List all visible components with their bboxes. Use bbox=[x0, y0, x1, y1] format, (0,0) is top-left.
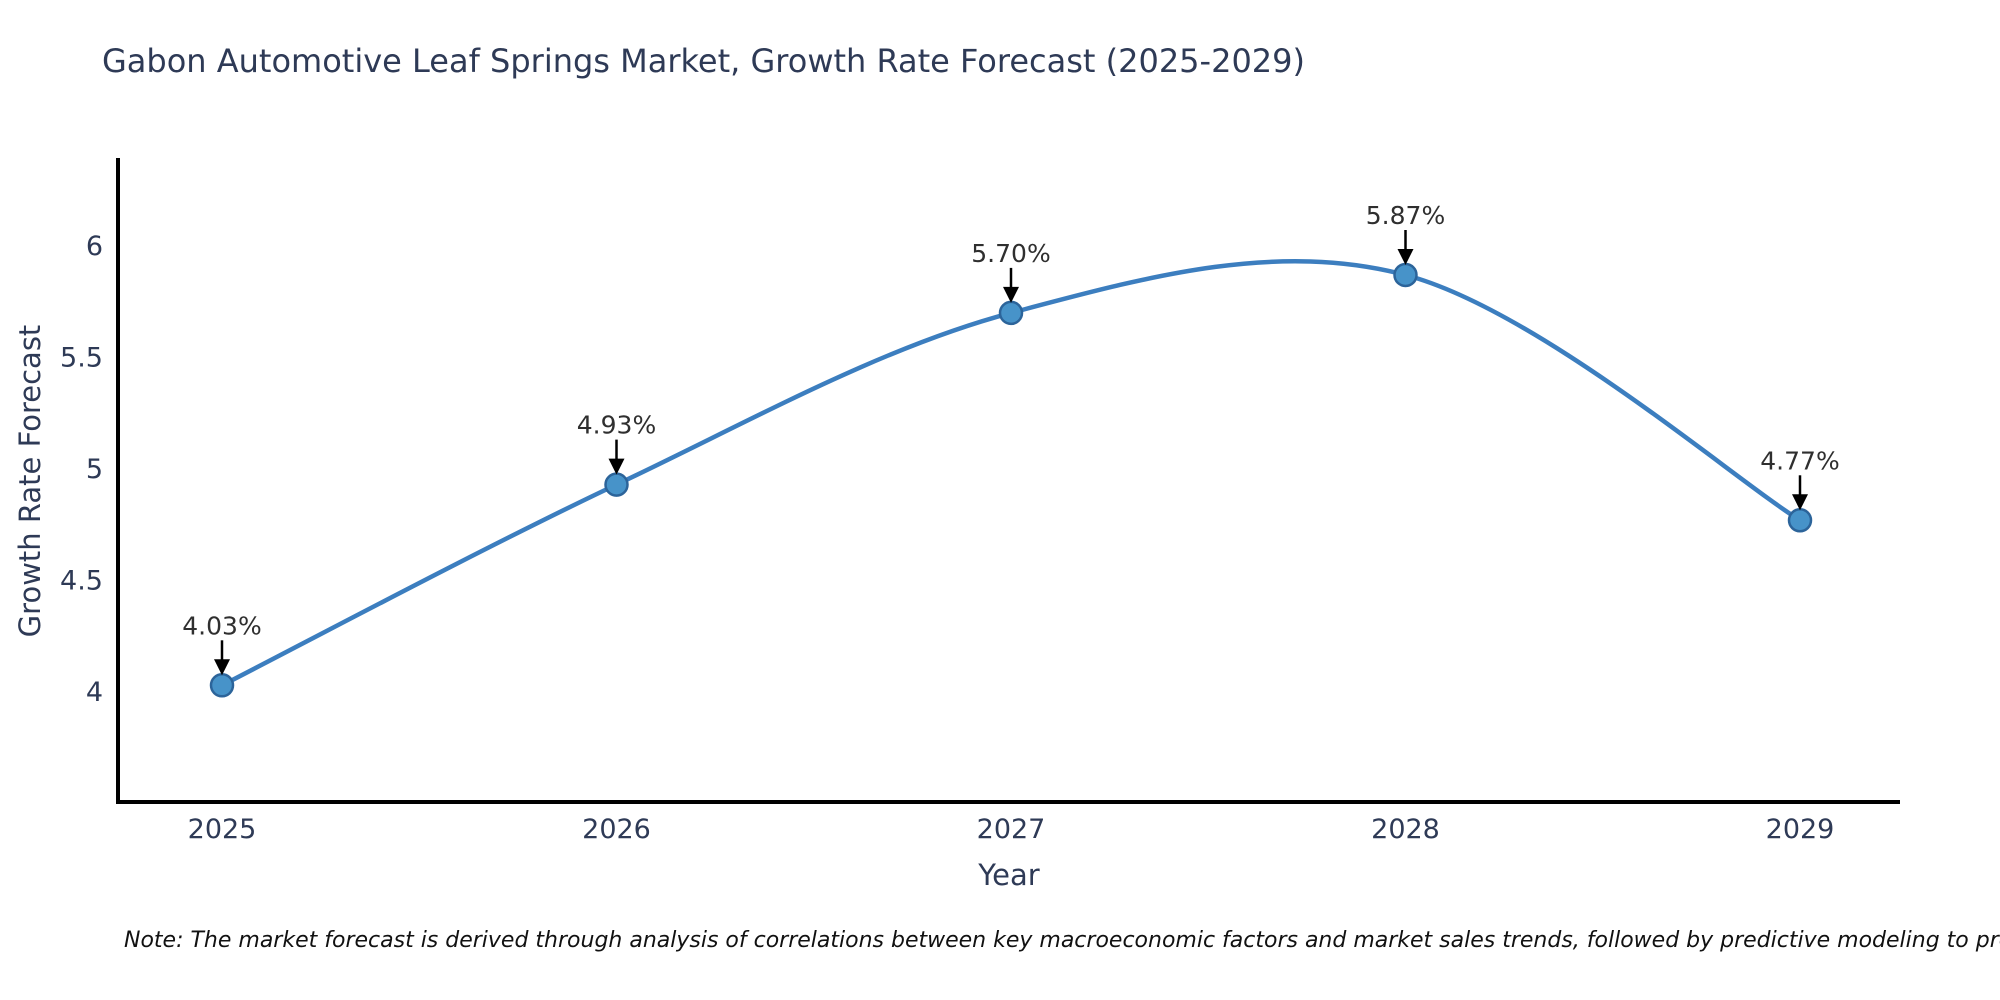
y-axis-title: Growth Rate Forecast bbox=[13, 324, 47, 638]
annotation-arrowhead bbox=[1397, 248, 1414, 265]
annotation-arrowhead bbox=[1003, 286, 1019, 303]
annotation-label: 4.93% bbox=[577, 411, 656, 440]
x-tick-label: 2029 bbox=[1766, 814, 1835, 845]
x-tick-label: 2025 bbox=[188, 814, 257, 845]
annotation-arrowhead bbox=[1792, 494, 1808, 511]
annotation-arrowhead bbox=[214, 659, 230, 676]
y-tick-label: 4 bbox=[86, 677, 103, 708]
y-tick-label: 5 bbox=[86, 454, 103, 485]
x-axis-title: Year bbox=[978, 858, 1040, 892]
annotation-arrowhead bbox=[608, 458, 625, 475]
data-point-marker bbox=[1787, 508, 1813, 533]
y-tick-label: 5.5 bbox=[60, 343, 103, 374]
x-tick-label: 2028 bbox=[1371, 814, 1440, 845]
y-tick-label: 6 bbox=[86, 231, 103, 262]
x-tick-label: 2026 bbox=[582, 814, 651, 845]
footnote: Note: The market forecast is derived thr… bbox=[124, 928, 2000, 953]
y-tick-label: 4.5 bbox=[60, 566, 103, 597]
data-point-marker bbox=[1393, 262, 1418, 288]
annotation-label: 5.87% bbox=[1366, 201, 1445, 230]
annotation-label: 4.03% bbox=[182, 611, 261, 640]
data-point-marker bbox=[998, 300, 1024, 326]
data-point-marker bbox=[209, 673, 235, 698]
annotation-label: 5.70% bbox=[971, 239, 1050, 268]
x-tick-label: 2027 bbox=[977, 814, 1046, 845]
chart-title: Gabon Automotive Leaf Springs Market, Gr… bbox=[102, 42, 1305, 80]
annotation-label: 4.77% bbox=[1760, 446, 1839, 475]
data-point-marker bbox=[604, 472, 629, 497]
